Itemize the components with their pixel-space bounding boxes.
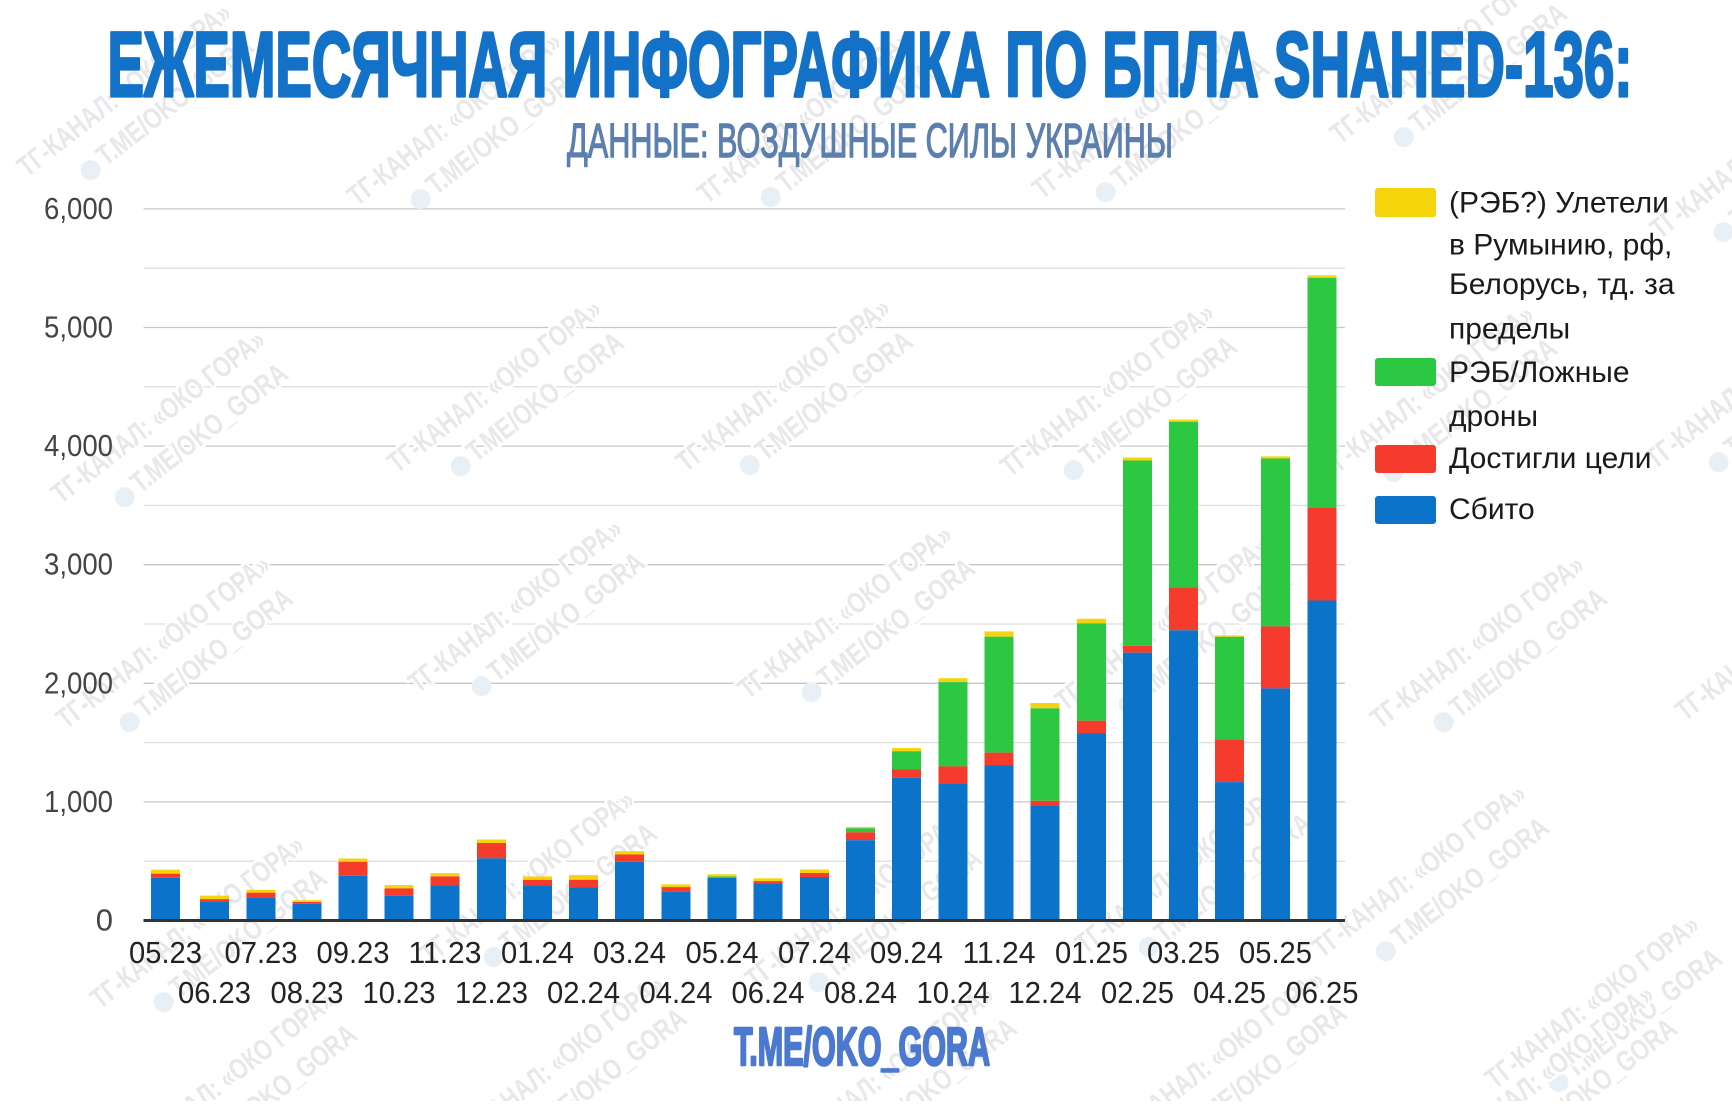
svg-text:03.24: 03.24 (593, 935, 666, 970)
svg-text:5,000: 5,000 (44, 310, 113, 345)
svg-text:07.23: 07.23 (225, 935, 298, 970)
svg-text:05.25: 05.25 (1239, 935, 1312, 970)
svg-text:11.23: 11.23 (409, 935, 482, 970)
svg-text:4,000: 4,000 (44, 428, 113, 463)
svg-text:Белорусь, тд. за: Белорусь, тд. за (1449, 268, 1675, 301)
svg-text:01.25: 01.25 (1055, 935, 1128, 970)
svg-text:10.24: 10.24 (917, 975, 990, 1010)
svg-text:T.ME/OKO_GORA: T.ME/OKO_GORA (734, 1017, 990, 1077)
svg-text:12.23: 12.23 (455, 975, 528, 1010)
svg-text:01.24: 01.24 (501, 935, 574, 970)
svg-text:2,000: 2,000 (44, 665, 113, 700)
svg-text:Сбито: Сбито (1449, 493, 1535, 526)
svg-text:04.25: 04.25 (1193, 975, 1266, 1010)
svg-text:пределы: пределы (1449, 313, 1570, 346)
svg-text:07.24: 07.24 (778, 935, 851, 970)
svg-text:11.24: 11.24 (963, 935, 1036, 970)
svg-text:09.23: 09.23 (317, 935, 390, 970)
svg-text:04.24: 04.24 (640, 975, 713, 1010)
svg-text:6,000: 6,000 (44, 191, 113, 226)
svg-text:08.23: 08.23 (271, 975, 344, 1010)
svg-text:РЭБ/Ложные: РЭБ/Ложные (1449, 356, 1630, 389)
svg-text:Достигли цели: Достигли цели (1449, 442, 1652, 475)
svg-text:ДАННЫЕ: ВОЗДУШНЫЕ СИЛЫ УКРАИНЫ: ДАННЫЕ: ВОЗДУШНЫЕ СИЛЫ УКРАИНЫ (567, 115, 1173, 168)
svg-text:(РЭБ?) Улетели: (РЭБ?) Улетели (1449, 187, 1669, 220)
svg-text:12.24: 12.24 (1009, 975, 1082, 1010)
svg-text:в Румынию, рф,: в Румынию, рф, (1449, 229, 1672, 262)
svg-text:09.24: 09.24 (870, 935, 943, 970)
svg-text:02.24: 02.24 (547, 975, 620, 1010)
svg-text:06.23: 06.23 (178, 975, 251, 1010)
svg-text:дроны: дроны (1449, 400, 1538, 433)
svg-text:3,000: 3,000 (44, 547, 113, 582)
svg-text:08.24: 08.24 (824, 975, 897, 1010)
svg-text:02.25: 02.25 (1101, 975, 1174, 1010)
svg-text:06.24: 06.24 (732, 975, 805, 1010)
svg-text:ЕЖЕМЕСЯЧНАЯ ИНФОГРАФИКА ПО БПЛ: ЕЖЕМЕСЯЧНАЯ ИНФОГРАФИКА ПО БПЛА SHAHED-1… (108, 14, 1633, 116)
svg-text:06.25: 06.25 (1286, 975, 1359, 1010)
svg-text:1,000: 1,000 (44, 784, 113, 819)
svg-text:05.23: 05.23 (129, 935, 202, 970)
svg-text:10.23: 10.23 (363, 975, 436, 1010)
svg-text:0: 0 (96, 903, 113, 938)
svg-text:03.25: 03.25 (1147, 935, 1220, 970)
svg-text:05.24: 05.24 (686, 935, 759, 970)
